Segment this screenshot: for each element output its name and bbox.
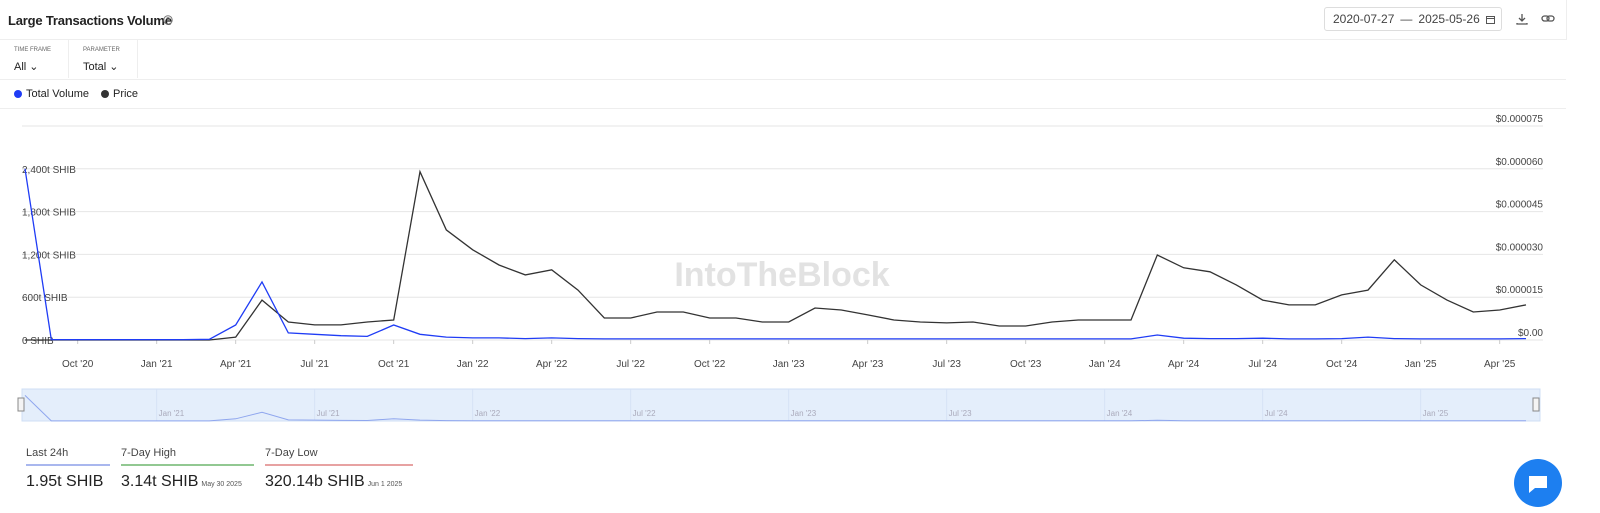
x-tick-label: Oct '24 — [1326, 359, 1358, 370]
y-tick-label: 1,200t SHIB — [22, 250, 76, 261]
chat-button[interactable] — [1514, 459, 1562, 507]
x-tick-label: Jul '24 — [1248, 359, 1277, 370]
x-tick-label: Apr '23 — [852, 359, 884, 370]
x-tick-label: Jan '24 — [1089, 359, 1121, 370]
legend-marker — [100, 90, 109, 98]
navigator-handle[interactable] — [17, 397, 25, 412]
stat: Last 24h 1.95t SHIB — [26, 447, 110, 491]
navigator-tick-label: Jan '22 — [475, 409, 501, 418]
navigator-tick-label: Jan '23 — [791, 409, 817, 418]
y2-tick-label: $0.000015 — [1496, 285, 1544, 296]
navigator-handle[interactable] — [1532, 397, 1540, 412]
legend-label: Total Volume — [26, 88, 89, 100]
control-text: Total — [83, 61, 107, 73]
x-tick-label: Jul '22 — [616, 359, 645, 370]
x-tick-label: Apr '22 — [536, 359, 568, 370]
stat: 7-Day Low 320.14b SHIB Jun 1 2025 — [265, 447, 413, 491]
title: Large Transactions Volume — [8, 13, 172, 28]
date-from: 2020-07-27 — [1333, 12, 1395, 26]
y2-tick-label: $0.000030 — [1496, 242, 1544, 253]
stat-label: Last 24h — [26, 447, 110, 466]
control-value: Total ⌄ — [83, 61, 119, 73]
date-separator: — — [1400, 12, 1413, 26]
y-tick-label: 2,400t SHIB — [22, 165, 76, 176]
x-tick-label: Jan '22 — [457, 359, 489, 370]
navigator-tick-label: Jan '25 — [1423, 409, 1449, 418]
parameter[interactable]: PARAMETER Total ⌄ — [69, 40, 138, 78]
chat-icon — [1529, 476, 1547, 493]
x-tick-label: Oct '20 — [62, 359, 94, 370]
y2-tick-label: $0.000060 — [1496, 157, 1544, 168]
stat-date: Jun 1 2025 — [367, 481, 403, 488]
series-line — [25, 169, 1527, 341]
stat-value: 1.95t SHIB — [26, 473, 104, 490]
stat-value: 320.14b SHIB — [265, 473, 365, 490]
x-tick-label: Jan '21 — [141, 359, 173, 370]
control-value: All ⌄ — [14, 61, 39, 73]
legend-item: Price — [100, 88, 139, 100]
x-tick-label: Jul '21 — [300, 359, 329, 370]
x-tick-label: Apr '21 — [220, 359, 252, 370]
calendar-icon — [1485, 15, 1495, 24]
y-tick-label: 0 SHIB — [22, 336, 54, 347]
x-tick-label: Apr '24 — [1168, 359, 1200, 370]
x-tick-label: Jan '23 — [773, 359, 805, 370]
x-tick-label: Oct '21 — [378, 359, 410, 370]
divider — [0, 108, 1566, 109]
x-tick-label: Jul '23 — [932, 359, 961, 370]
x-tick-label: Oct '23 — [1010, 359, 1042, 370]
stat-label: 7-Day Low — [265, 447, 413, 466]
stat-value-row: 3.14t SHIB May 30 2025 — [121, 473, 254, 491]
x-tick-label: Jan '25 — [1405, 359, 1437, 370]
download-icon[interactable] — [1516, 13, 1528, 25]
navigator-tick-label: Jul '22 — [633, 409, 656, 418]
divider — [0, 79, 1566, 80]
x-tick-label: Oct '22 — [694, 359, 726, 370]
stat-value-row: 1.95t SHIB — [26, 473, 110, 491]
stat-label: 7-Day High — [121, 447, 254, 466]
navigator-tick-label: Jan '21 — [159, 409, 185, 418]
legend-marker — [14, 90, 22, 98]
navigator — [21, 388, 1541, 422]
header: Large Transactions Volume 2020-07-27 — 2… — [0, 0, 1567, 40]
navigator-tick-label: Jul '23 — [949, 409, 972, 418]
stat-date: May 30 2025 — [201, 481, 242, 488]
date-to: 2025-05-26 — [1418, 12, 1480, 26]
link-icon[interactable] — [1541, 13, 1555, 25]
control-text: All — [14, 61, 27, 73]
navigator-tick-label: Jul '21 — [317, 409, 340, 418]
stat-value-row: 320.14b SHIB Jun 1 2025 — [265, 473, 413, 491]
x-tick-label: Apr '25 — [1484, 359, 1516, 370]
y-tick-label: 1,800t SHIB — [22, 208, 76, 219]
legend: Total Volume Price — [14, 88, 138, 100]
y2-tick-label: $0.000045 — [1496, 200, 1544, 211]
y2-tick-label: $0.00 — [1518, 328, 1543, 339]
stat: 7-Day High 3.14t SHIB May 30 2025 — [121, 447, 254, 491]
legend-label: Price — [112, 88, 139, 100]
time-frame[interactable]: TIME FRAME All ⌄ — [0, 40, 69, 78]
stat-value: 3.14t SHIB — [121, 473, 199, 490]
series-line — [24, 168, 1527, 341]
navigator-tick-label: Jan '24 — [1107, 409, 1133, 418]
control-label: PARAMETER — [83, 47, 120, 53]
navigator-line — [24, 395, 1526, 422]
legend-item: Total Volume — [14, 88, 89, 100]
watermark: IntoTheBlock — [674, 256, 889, 294]
help-icon[interactable] — [163, 15, 173, 25]
y2-tick-label: $0.000075 — [1496, 114, 1544, 125]
navigator-tick-label: Jul '24 — [1265, 409, 1288, 418]
control-label: TIME FRAME — [14, 47, 51, 53]
date-range[interactable]: 2020-07-27 — 2025-05-26 — [1324, 7, 1502, 31]
